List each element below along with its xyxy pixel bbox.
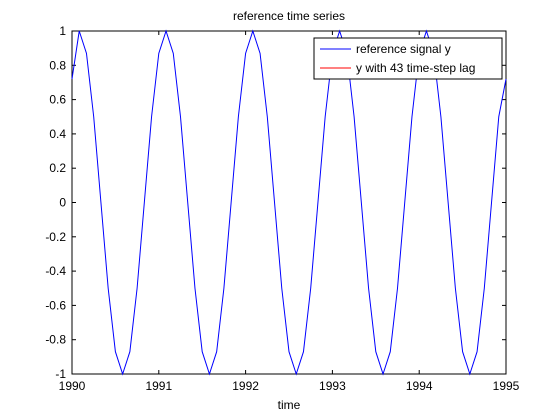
legend: reference signal y y with 43 time-step l…	[313, 37, 503, 80]
y-tick-label: -0.4	[45, 264, 66, 278]
chart-title: reference time series	[233, 9, 345, 23]
legend-label-lagged-signal: y with 43 time-step lag	[356, 61, 475, 75]
x-axis: 1990 1991 1992 1993 1994 1995	[59, 31, 520, 393]
axes-box	[71, 30, 507, 375]
plot-area	[71, 30, 507, 375]
y-tick-label: -0.6	[45, 298, 66, 312]
y-tick-label: 0.6	[49, 93, 66, 107]
x-tick-label: 1990	[59, 379, 86, 393]
x-tick-label: 1991	[145, 379, 172, 393]
y-tick-label: 0.8	[49, 58, 66, 72]
y-tick-label: -0.2	[45, 230, 66, 244]
x-tick-label: 1992	[232, 379, 259, 393]
y-tick-label: -1	[55, 367, 66, 381]
y-tick-label: -0.8	[45, 333, 66, 347]
x-tick-label: 1995	[493, 379, 520, 393]
y-axis: -1 -0.8 -0.6 -0.4 -0.2 0 0.2 0.4 0.6 0.8 1	[45, 24, 506, 381]
legend-label-reference-signal: reference signal y	[356, 42, 451, 56]
y-tick-label: 0	[59, 196, 66, 210]
y-tick-label: 1	[59, 24, 66, 38]
y-tick-label: 0.4	[49, 127, 66, 141]
x-tick-label: 1993	[319, 379, 346, 393]
y-tick-label: 0.2	[49, 161, 66, 175]
x-axis-label: time	[278, 398, 301, 412]
legend-box	[313, 37, 503, 80]
x-tick-label: 1994	[406, 379, 433, 393]
